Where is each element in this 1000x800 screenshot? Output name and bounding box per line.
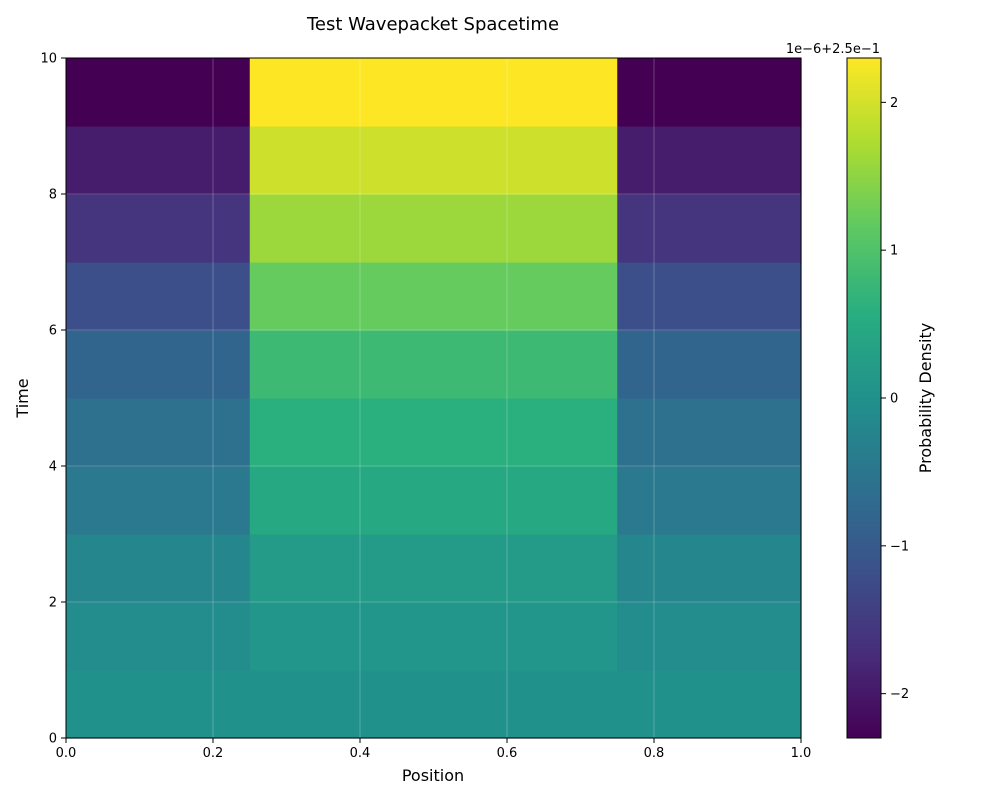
y-tick-label: 2 <box>49 596 57 611</box>
colorbar: −2 −1 0 1 2 1e−6+2.5e−1 Probability Density <box>786 42 935 739</box>
heatmap-cell <box>66 194 251 263</box>
heatmap-cell <box>249 466 618 535</box>
heatmap-cell <box>249 194 618 263</box>
x-tick-label: 0.0 <box>56 746 77 761</box>
x-axis: 0.0 0.2 0.4 0.6 0.8 1.0 <box>56 738 812 761</box>
heatmap-cell <box>249 262 618 331</box>
plot-frame <box>65 57 802 739</box>
x-tick-label: 0.4 <box>350 746 371 761</box>
x-tick-label: 0.2 <box>203 746 224 761</box>
x-axis-label: Position <box>402 766 464 785</box>
heatmap-cell <box>249 58 618 127</box>
colorbar-tick-label: 1 <box>890 244 898 259</box>
heatmap-cell <box>249 330 618 399</box>
x-tick-label: 0.6 <box>497 746 518 761</box>
heatmap-cell <box>249 670 618 739</box>
heatmap-cell <box>249 602 618 671</box>
y-tick-label: 4 <box>49 460 57 475</box>
heatmap-cell <box>66 58 251 127</box>
heatmap-cell <box>249 126 618 195</box>
y-tick-label: 0 <box>49 732 57 747</box>
colorbar-tick-label: −2 <box>890 687 909 702</box>
heatmap-cell <box>66 330 251 399</box>
y-tick-label: 6 <box>49 324 57 339</box>
y-axis-label: Time <box>13 378 32 418</box>
colorbar-tick-label: 2 <box>890 96 898 111</box>
heatmap-cell <box>617 126 802 195</box>
heatmap-cell <box>617 466 802 535</box>
heatmap-cell <box>66 398 251 467</box>
heatmap-cell <box>617 534 802 603</box>
heatmap-cell <box>617 330 802 399</box>
colorbar-label: Probability Density <box>916 323 935 474</box>
heatmap-cells <box>66 58 802 739</box>
colorbar-tick-label: −1 <box>890 539 909 554</box>
x-tick-label: 0.8 <box>644 746 665 761</box>
heatmap-cell <box>617 194 802 263</box>
colorbar-tick-label: 0 <box>890 392 898 407</box>
heatmap-cell <box>66 466 251 535</box>
heatmap-cell <box>249 534 618 603</box>
chart-title: Test Wavepacket Spacetime <box>306 14 559 35</box>
heatmap-cell <box>617 602 802 671</box>
heatmap-cell <box>66 126 251 195</box>
heatmap-cell <box>66 262 251 331</box>
heatmap-cell <box>617 262 802 331</box>
heatmap-cell <box>617 58 802 127</box>
colorbar-ticks: −2 −1 0 1 2 <box>881 96 909 702</box>
colorbar-gradient <box>846 57 882 739</box>
heatmap-cell <box>249 398 618 467</box>
heatmap-cell <box>617 398 802 467</box>
y-axis: 0 2 4 6 8 10 <box>40 52 66 747</box>
heatmap-cell <box>66 602 251 671</box>
heatmap-cell <box>66 534 251 603</box>
y-tick-label: 10 <box>40 52 57 67</box>
heatmap-cell <box>66 670 251 739</box>
colorbar-offset-text: 1e−6+2.5e−1 <box>786 42 880 57</box>
x-tick-label: 1.0 <box>791 746 812 761</box>
plot-area <box>65 57 802 739</box>
grid-lines <box>66 58 801 738</box>
y-tick-label: 8 <box>49 188 57 203</box>
heatmap-cell <box>617 670 802 739</box>
